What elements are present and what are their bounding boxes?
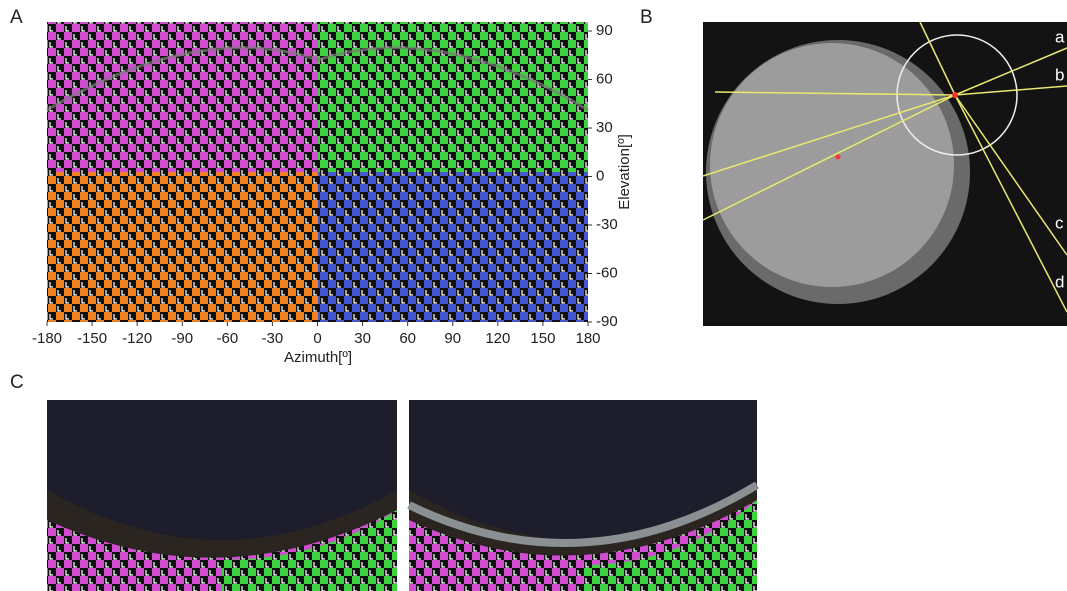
x-tick-label: 180	[575, 330, 600, 347]
ray-label: b	[1055, 65, 1064, 84]
x-tick-label: -30	[262, 330, 284, 347]
y-tick-label: -60	[596, 264, 618, 281]
panel-label: B	[640, 7, 653, 28]
x-tick-label: 120	[485, 330, 510, 347]
y-tick-label: 30	[596, 119, 613, 136]
panel-label: A	[10, 7, 23, 28]
y-tick-label: -30	[596, 216, 618, 233]
ray-label: c	[1055, 213, 1064, 232]
x-tick-label: 30	[354, 330, 371, 347]
x-axis-title: Azimuth[º]	[284, 349, 352, 366]
y-tick-label: -90	[596, 313, 618, 330]
x-tick-label: 90	[444, 330, 461, 347]
y-axis-title: Elevation[º]	[616, 134, 633, 210]
y-tick-label: 90	[596, 22, 613, 39]
y-tick-label: 0	[596, 167, 604, 184]
x-tick-label: -150	[77, 330, 107, 347]
x-tick-label: -90	[171, 330, 193, 347]
x-tick-label: 60	[399, 330, 416, 347]
x-tick-label: -180	[32, 330, 62, 347]
y-tick-label: 60	[596, 70, 613, 87]
projection-image	[47, 400, 757, 591]
panel-label: C	[10, 372, 24, 393]
model-view-image	[703, 22, 1067, 326]
ray-label: a	[1055, 27, 1065, 46]
ray-label: d	[1055, 272, 1064, 291]
x-tick-label: 0	[313, 330, 321, 347]
x-tick-label: 150	[530, 330, 555, 347]
panorama-image	[47, 22, 588, 322]
x-tick-label: -60	[216, 330, 238, 347]
x-tick-label: -120	[122, 330, 152, 347]
figure: A -180 -150 -120 -90 -60 -30 0 30 60 90 120 150 180 9…	[0, 0, 1067, 591]
